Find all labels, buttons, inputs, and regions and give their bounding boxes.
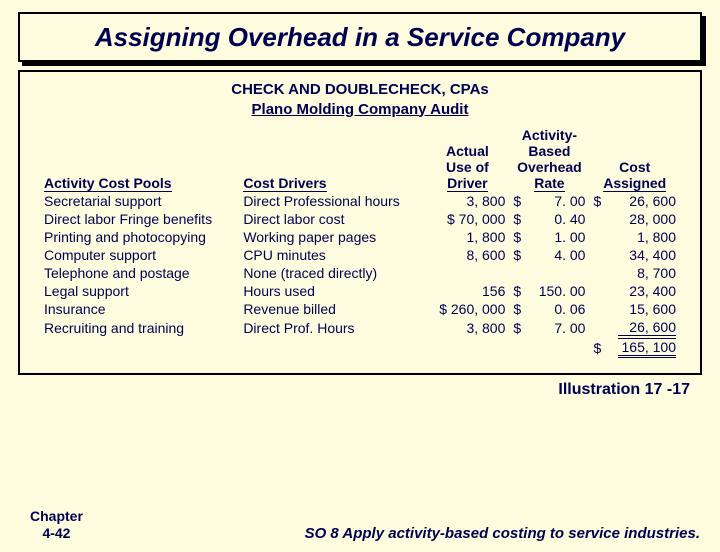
cell-actual: 1, 800 [425,228,509,246]
cell-rate: 4. 00 [525,246,589,264]
cell-actual: 8, 600 [425,246,509,264]
cell-actual: $ 70, 000 [425,210,509,228]
cell-driver: Hours used [239,282,425,300]
col-rate: Activity-BasedOverheadRate [509,127,589,192]
cell-pool: Insurance [40,300,239,318]
cell-actual: $ 260, 000 [425,300,509,318]
cell-asg-sym [589,264,605,282]
cell-pool: Telephone and postage [40,264,239,282]
col-assigned: CostAssigned [589,127,680,192]
cell-pool: Direct labor Fringe benefits [40,210,239,228]
overhead-table: Activity Cost Pools Cost Drivers ActualU… [40,127,680,359]
table-row: Telephone and postageNone (traced direct… [40,264,680,282]
table-row: Legal supportHours used156$150. 00 23, 40… [40,282,680,300]
table-row: Computer supportCPU minutes8, 600$4. 00 3… [40,246,680,264]
slide-title: Assigning Overhead in a Service Company [95,22,625,53]
so-text: SO 8 Apply activity-based costing to ser… [305,525,700,542]
subtitle-line2: Plano Molding Company Audit [40,100,680,120]
cell-driver: Revenue billed [239,300,425,318]
cell-asg: 15, 600 [605,300,680,318]
cell-pool: Printing and photocopying [40,228,239,246]
cell-rate-sym [509,264,525,282]
cell-rate-sym: $ [509,246,525,264]
illustration-label: Illustration 17 -17 [0,381,690,399]
cell-driver: None (traced directly) [239,264,425,282]
cell-actual [425,264,509,282]
cell-pool: Legal support [40,282,239,300]
cell-asg-sym [589,246,605,264]
table-row: InsuranceRevenue billed$ 260, 000$0. 06 1… [40,300,680,318]
cell-rate-sym: $ [509,210,525,228]
table-row: Printing and photocopyingWorking paper p… [40,228,680,246]
col-actual: ActualUse ofDriver [425,127,509,192]
subtitle-line1: CHECK AND DOUBLECHECK, CPAs [40,80,680,100]
cell-actual: 156 [425,282,509,300]
cell-asg: 26, 600 [605,192,680,210]
cell-asg: 26, 600 [605,318,680,337]
cell-rate-sym: $ [509,318,525,337]
table-row-total: $165, 100 [40,337,680,359]
cell-driver: Direct Professional hours [239,192,425,210]
cell-asg-sym: $ [589,192,605,210]
cell-rate [525,264,589,282]
cell-asg-sym [589,318,605,337]
cell-rate-sym: $ [509,282,525,300]
cell-asg: 1, 800 [605,228,680,246]
cell-rate: 0. 06 [525,300,589,318]
cell-driver: CPU minutes [239,246,425,264]
table-row: Secretarial supportDirect Professional h… [40,192,680,210]
table-row: Recruiting and trainingDirect Prof. Hour… [40,318,680,337]
cell-pool: Secretarial support [40,192,239,210]
content-box: CHECK AND DOUBLECHECK, CPAs Plano Moldin… [18,70,702,375]
cell-rate: 7. 00 [525,192,589,210]
title-front: Assigning Overhead in a Service Company [18,12,702,62]
cell-rate-sym: $ [509,228,525,246]
cell-asg-sym [589,282,605,300]
cell-total: 165, 100 [605,337,680,359]
table-row: Direct labor Fringe benefitsDirect labor… [40,210,680,228]
cell-driver: Direct labor cost [239,210,425,228]
cell-rate: 7. 00 [525,318,589,337]
subtitle: CHECK AND DOUBLECHECK, CPAs Plano Moldin… [40,80,680,119]
cell-rate: 0. 40 [525,210,589,228]
cell-rate: 1. 00 [525,228,589,246]
slide-title-bar: Assigning Overhead in a Service Company [18,12,702,62]
cell-total-sym: $ [589,337,605,359]
footer: Chapter4-42 SO 8 Apply activity-based co… [0,508,720,542]
cell-asg-sym [589,210,605,228]
cell-asg-sym [589,228,605,246]
cell-rate-sym: $ [509,192,525,210]
cell-asg: 34, 400 [605,246,680,264]
chapter-label: Chapter4-42 [30,508,83,542]
cell-driver: Direct Prof. Hours [239,318,425,337]
cell-pool: Computer support [40,246,239,264]
cell-asg-sym [589,300,605,318]
cell-rate-sym: $ [509,300,525,318]
cell-asg: 23, 400 [605,282,680,300]
cell-pool: Recruiting and training [40,318,239,337]
cell-asg: 8, 700 [605,264,680,282]
col-drivers: Cost Drivers [239,127,425,192]
cell-driver: Working paper pages [239,228,425,246]
cell-actual: 3, 800 [425,318,509,337]
cell-rate: 150. 00 [525,282,589,300]
cell-actual: 3, 800 [425,192,509,210]
cell-asg: 28, 000 [605,210,680,228]
col-pools: Activity Cost Pools [40,127,239,192]
